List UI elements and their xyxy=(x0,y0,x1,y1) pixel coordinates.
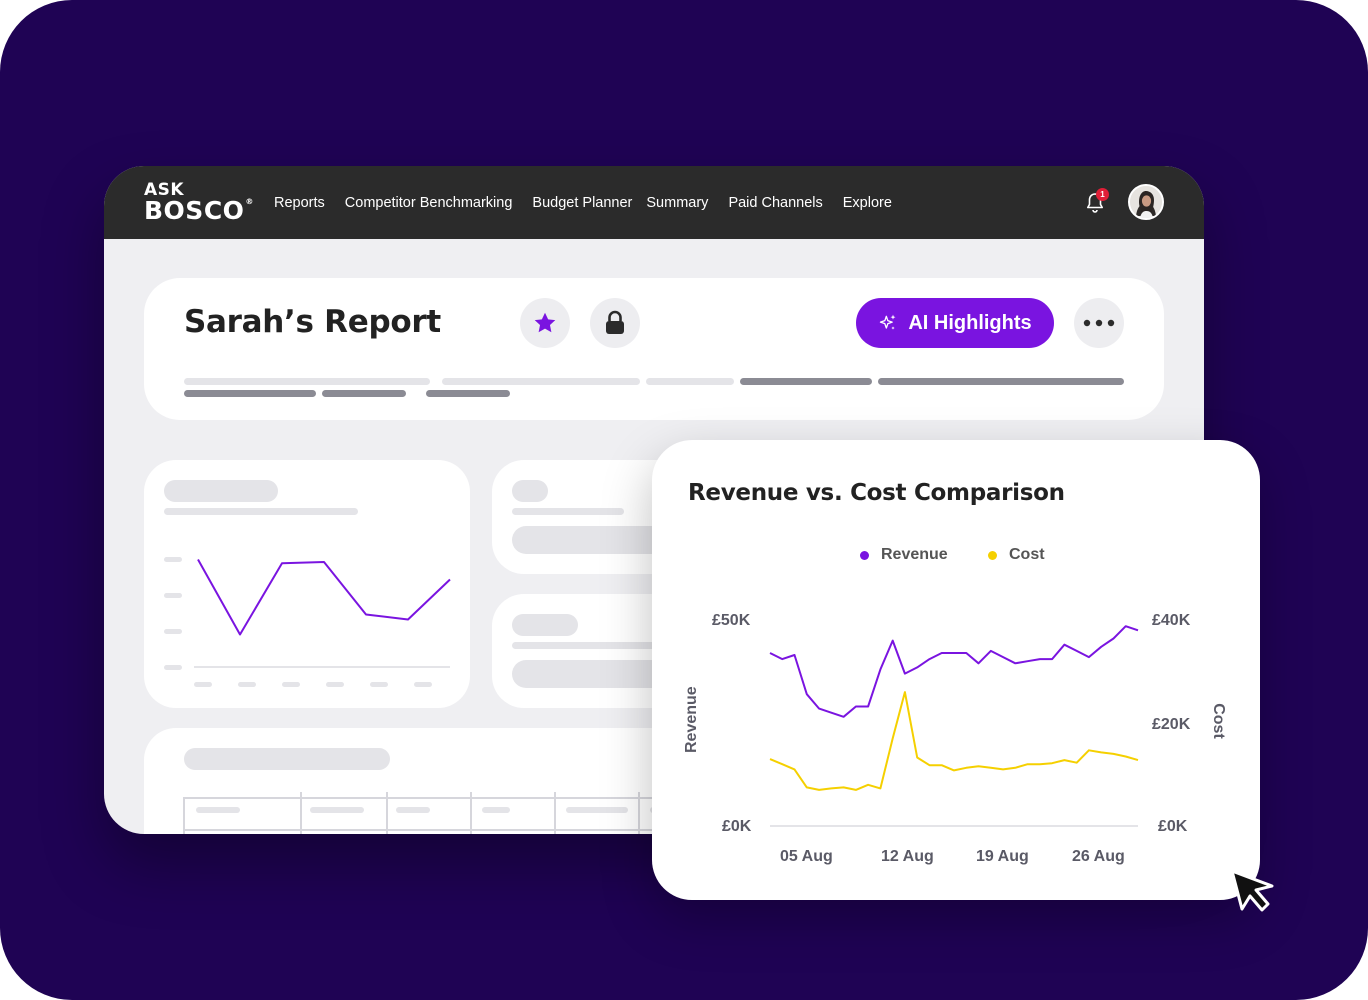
notification-badge: 1 xyxy=(1096,188,1109,201)
placeholder-line xyxy=(646,378,734,385)
logo-bosco: BOSCO® xyxy=(144,196,254,225)
lock-button[interactable] xyxy=(590,298,640,348)
askbosco-logo[interactable]: ASK BOSCO® xyxy=(144,180,254,225)
revenue-series-line xyxy=(769,625,1139,718)
more-options-button[interactable] xyxy=(1074,298,1124,348)
ai-highlights-label: AI Highlights xyxy=(908,311,1032,334)
placeholder-line xyxy=(426,390,510,397)
logo-ask: ASK xyxy=(144,180,185,200)
y-left-tick-max: £50K xyxy=(712,612,751,629)
legend-revenue-label: Revenue xyxy=(881,546,948,563)
y-left-tick-zero: £0K xyxy=(722,818,752,835)
lock-icon xyxy=(606,310,624,334)
placeholder-line xyxy=(512,508,624,515)
nav-explore[interactable]: Explore xyxy=(842,194,892,211)
placeholder-line xyxy=(740,378,872,385)
nav-paid-channels[interactable]: Paid Channels xyxy=(728,194,823,211)
legend-revenue: Revenue xyxy=(860,546,948,564)
avatar[interactable] xyxy=(1128,184,1164,220)
placeholder-title xyxy=(164,480,278,502)
x-tick-label: 05 Aug xyxy=(780,848,833,865)
y-right-tick-mid: £20K xyxy=(1152,716,1191,733)
mini-chart-card xyxy=(144,460,470,708)
x-tick-label: 12 Aug xyxy=(881,848,934,865)
nav-summary[interactable]: Summary xyxy=(646,194,709,211)
cost-series-line xyxy=(769,691,1139,791)
nav-competitor-benchmarking[interactable]: Competitor Benchmarking xyxy=(344,194,513,211)
placeholder-line xyxy=(512,642,692,649)
sparkle-icon xyxy=(880,314,896,330)
legend-cost: Cost xyxy=(988,546,1045,564)
placeholder-line xyxy=(164,508,358,515)
revenue-cost-chart-card: Revenue vs. Cost Comparison Revenue Cost… xyxy=(652,440,1260,900)
placeholder-title xyxy=(512,614,578,636)
placeholder-line xyxy=(878,378,1124,385)
logo-bosco-text: BOSCO xyxy=(144,196,245,225)
placeholder-line xyxy=(442,378,640,385)
revenue-cost-line-chart xyxy=(769,625,1139,827)
y-right-tick-zero: £0K xyxy=(1158,818,1188,835)
legend-revenue-swatch xyxy=(860,550,869,560)
placeholder-line xyxy=(184,378,430,385)
avatar-image xyxy=(1130,186,1162,218)
y-right-tick-max: £40K xyxy=(1152,612,1191,629)
report-header-card: Sarah’s Report AI Highlights xyxy=(144,278,1164,420)
favorite-button[interactable] xyxy=(520,298,570,348)
placeholder-table xyxy=(183,792,744,834)
legend-cost-swatch xyxy=(988,550,997,560)
logo-reg: ® xyxy=(245,197,254,206)
cursor-icon xyxy=(1230,869,1274,912)
nav-reports[interactable]: Reports xyxy=(274,194,325,211)
more-icon xyxy=(1083,319,1115,327)
nav-budget-planner[interactable]: Budget Planner xyxy=(532,194,633,211)
main-nav: Reports Competitor Benchmarking Budget P… xyxy=(274,166,912,239)
page-title: Sarah’s Report xyxy=(184,304,441,340)
x-tick-label: 19 Aug xyxy=(976,848,1029,865)
placeholder-title xyxy=(512,480,548,502)
ai-highlights-button[interactable]: AI Highlights xyxy=(856,298,1054,348)
star-icon xyxy=(534,312,556,333)
x-tick-label: 26 Aug xyxy=(1072,848,1125,865)
chart-title: Revenue vs. Cost Comparison xyxy=(688,480,1065,506)
top-navbar: ASK BOSCO® Reports Competitor Benchmarki… xyxy=(104,166,1204,239)
placeholder-line xyxy=(322,390,406,397)
legend-cost-label: Cost xyxy=(1009,546,1045,563)
table-card xyxy=(144,728,744,834)
mini-line-chart xyxy=(164,557,451,687)
placeholder-line xyxy=(184,390,316,397)
placeholder-title xyxy=(184,748,390,770)
